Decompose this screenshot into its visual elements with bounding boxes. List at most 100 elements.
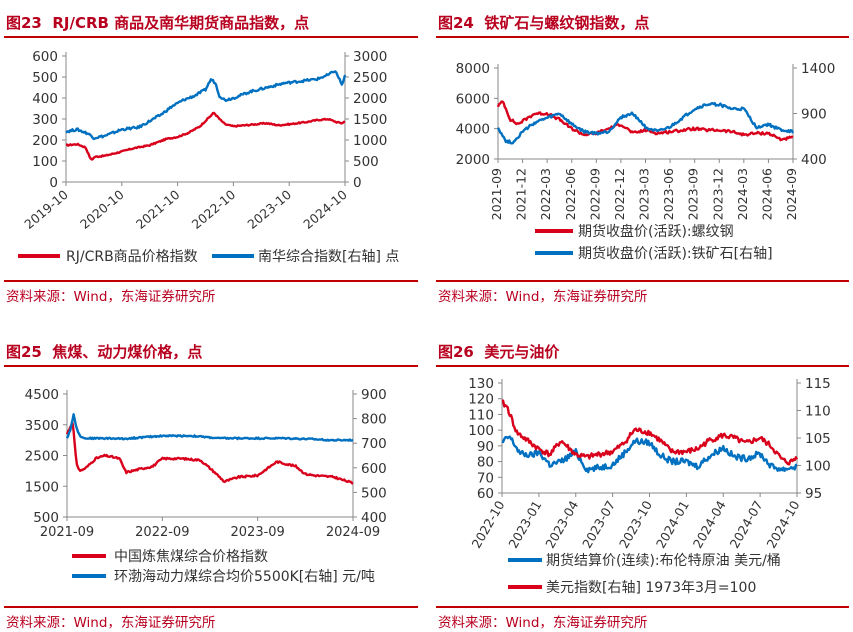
- chart-svg: 2000 4000 6000 8000 400 900 1400 2021-09 2021-12…: [456, 61, 836, 262]
- x-tick-label: 2022-06: [563, 168, 578, 220]
- figure-label: 图26: [438, 343, 474, 361]
- chart-svg: 0 100 200 300 400 500 600 0 500 1000 1500 2000 2500 3…: [18, 49, 399, 265]
- x-tick-label: 2024-10: [300, 187, 350, 232]
- chart-panel-1: 图23 RJ/CRB 商品及南华期货商品指数，点 0 100 200 300 400 50…: [0, 0, 422, 306]
- x-tick-label: 2023-10: [616, 498, 655, 551]
- y-tick-label-right: 0: [353, 175, 362, 191]
- x-tick-label: 2022-09: [135, 525, 189, 540]
- y-tick-label-right: 115: [805, 376, 831, 392]
- x-tick-label: 2024-10: [763, 498, 802, 551]
- figure-label: 图23: [6, 14, 42, 32]
- y-tick-label-left: 1500: [25, 479, 59, 495]
- y-tick-label-left: 80: [477, 455, 494, 471]
- source-rule: [4, 606, 418, 608]
- chart-title: 图26 美元与油价: [438, 341, 559, 362]
- legend-label-1: 期货收盘价(活跃):螺纹钢: [578, 223, 734, 240]
- y-tick-label-left: 4500: [25, 387, 59, 403]
- x-tick-label: 2024-03: [735, 168, 750, 220]
- source-rule: [436, 280, 849, 282]
- y-tick-label-left: 200: [32, 133, 58, 149]
- legend-label-2: 美元指数[右轴] 1973年3月=100: [546, 580, 756, 596]
- source-note: 资料来源：Wind，东海证券研究所: [6, 615, 216, 631]
- y-tick-label-left: 100: [32, 154, 58, 170]
- source-rule: [436, 606, 849, 608]
- y-tick-label-right: 900: [361, 387, 387, 403]
- title-rule: [4, 365, 418, 367]
- x-tick-label: 2022-09: [587, 168, 602, 220]
- series-line-2: [65, 70, 347, 141]
- y-tick-label-left: 2000: [456, 152, 490, 168]
- title-text: 焦煤、动力煤价格，点: [52, 343, 203, 361]
- y-tick-label-left: 130: [468, 376, 494, 392]
- title-text: RJ/CRB 商品及南华期货商品指数，点: [52, 14, 310, 32]
- y-tick-label-right: 1500: [353, 112, 387, 128]
- y-tick-label-left: 500: [33, 510, 59, 526]
- y-tick-label-right: 900: [801, 107, 827, 123]
- legend-label-2: 南华综合指数[右轴] 点: [258, 249, 399, 265]
- x-tick-label: 2023-06: [661, 168, 676, 220]
- y-tick-label-right: 2500: [353, 70, 387, 86]
- x-tick-label: 2024-01: [653, 498, 692, 551]
- y-tick-label-left: 500: [32, 70, 58, 86]
- y-tick-label-right: 700: [361, 436, 387, 452]
- y-tick-label-right: 500: [353, 154, 379, 170]
- y-tick-label-right: 95: [805, 486, 822, 502]
- figure-label: 图25: [6, 343, 42, 361]
- y-tick-label-left: 4000: [456, 122, 490, 138]
- x-tick-label: 2021-09: [489, 168, 504, 220]
- x-tick-label: 2022-10: [468, 498, 507, 551]
- x-tick-label: 2023-04: [542, 498, 581, 551]
- y-tick-label-left: 6000: [456, 91, 490, 107]
- y-tick-label-right: 600: [361, 461, 387, 477]
- title-text: 铁矿石与螺纹钢指数，点: [484, 14, 650, 32]
- y-tick-label-left: 400: [32, 91, 58, 107]
- x-tick-label: 2024-06: [759, 168, 774, 220]
- x-tick-label: 2023-09: [231, 525, 285, 540]
- y-tick-label-left: 100: [468, 423, 494, 439]
- chart-panel-3: 图25 焦煤、动力煤价格，点 500 1500 2500 3500 4500 400 500…: [0, 330, 422, 632]
- y-tick-label-left: 120: [468, 392, 494, 408]
- y-tick-label-left: 70: [477, 470, 494, 486]
- y-tick-label-left: 2500: [25, 449, 59, 465]
- y-tick-label-right: 105: [805, 431, 831, 447]
- x-tick-label: 2023-07: [579, 498, 618, 551]
- x-tick-label: 2021-12: [514, 168, 529, 220]
- title-rule: [436, 36, 849, 38]
- y-tick-label-right: 400: [361, 510, 387, 526]
- y-tick-label-right: 2000: [353, 91, 387, 107]
- x-tick-label: 2023-09: [686, 168, 701, 220]
- chart-svg: 60708090100110120130951001051101152022-1…: [468, 376, 831, 596]
- series-line-1: [496, 100, 794, 142]
- legend-label-1: RJ/CRB商品价格指数: [66, 249, 198, 265]
- y-tick-label-right: 100: [805, 459, 831, 475]
- y-tick-label-left: 3500: [25, 418, 59, 434]
- y-tick-label-left: 110: [468, 407, 494, 423]
- x-tick-label: 2021-09: [40, 525, 94, 540]
- source-note: 资料来源：Wind，东海证券研究所: [438, 615, 648, 631]
- chart-title: 图23 RJ/CRB 商品及南华期货商品指数，点: [6, 12, 309, 33]
- legend-label-2: 期货收盘价(活跃):铁矿石[右轴]: [578, 245, 773, 262]
- x-tick-label: 2022-03: [538, 168, 553, 220]
- y-tick-label-left: 60: [477, 486, 494, 502]
- source-note: 资料来源：Wind，东海证券研究所: [438, 289, 648, 305]
- title-rule: [4, 36, 418, 38]
- series-line-2: [496, 101, 795, 145]
- chart-panel-2: 图24 铁矿石与螺纹钢指数，点 2000 4000 6000 8000 400 900 14…: [432, 0, 853, 306]
- x-tick-label: 2020-10: [77, 187, 127, 232]
- y-tick-label-left: 90: [477, 439, 494, 455]
- x-tick-label: 2023-12: [710, 168, 725, 220]
- chart-svg: 500 1500 2500 3500 4500 400 500 600 700 800 900 202…: [25, 387, 387, 585]
- series-line-2: [65, 413, 354, 442]
- chart-panel-4: 图26 美元与油价 60 70 80 90 100 110 120 130 95 100 105 11…: [432, 330, 853, 632]
- y-tick-label-right: 1400: [801, 61, 835, 77]
- y-tick-label-left: 0: [49, 175, 58, 191]
- x-tick-label: 2024-09: [326, 525, 380, 540]
- title-text: 美元与油价: [484, 343, 560, 361]
- series-line-1: [501, 435, 798, 474]
- x-tick-label: 2023-01: [505, 498, 544, 551]
- series-line-1: [65, 111, 346, 161]
- x-tick-label: 2021-10: [133, 187, 183, 232]
- legend-label-2: 环渤海动力煤综合均价5500K[右轴] 元/吨: [114, 569, 375, 585]
- source-note: 资料来源：Wind，东海证券研究所: [6, 289, 216, 305]
- y-tick-label-right: 110: [805, 404, 831, 420]
